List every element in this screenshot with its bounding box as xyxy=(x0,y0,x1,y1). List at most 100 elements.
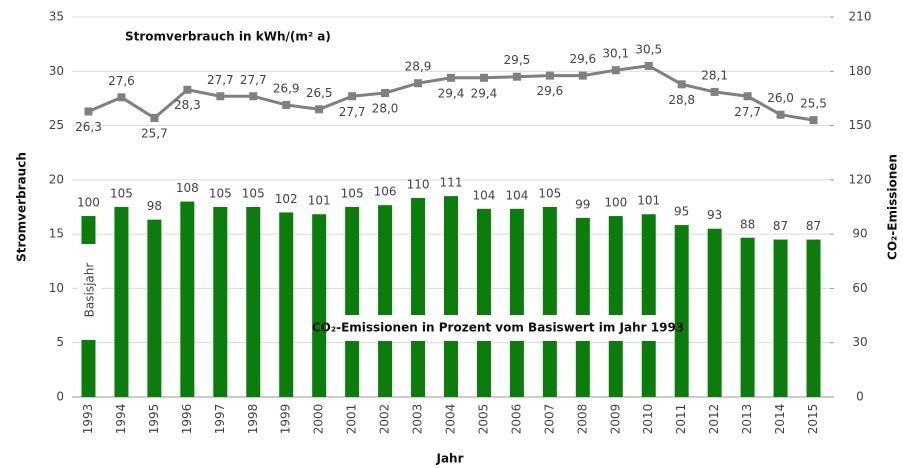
x-tick-label: 1999 xyxy=(279,404,293,435)
marker xyxy=(479,73,488,82)
y-tick-label: 30 xyxy=(49,64,64,78)
x-tick-label: 2011 xyxy=(674,404,688,435)
marker xyxy=(348,92,357,101)
x-tick-label: 2003 xyxy=(411,404,425,435)
label-backdrop xyxy=(78,244,102,340)
point-label: 28,1 xyxy=(701,68,728,82)
bar-label: 105 xyxy=(209,187,232,201)
x-tick-label: 2014 xyxy=(773,404,787,435)
bar-label: 104 xyxy=(505,188,528,202)
y2-axis-label: CO₂-Emissionen xyxy=(886,154,900,260)
marker xyxy=(282,100,291,109)
chart-title: Stromverbrauch in kWh/(m² a) xyxy=(125,30,331,44)
x-tick-label: 1993 xyxy=(81,404,95,435)
point-label: 26,9 xyxy=(273,81,300,95)
bar-label: 105 xyxy=(538,187,561,201)
bar-label: 95 xyxy=(674,205,689,219)
point-label: 26,5 xyxy=(306,86,333,100)
bar xyxy=(773,239,788,397)
bar xyxy=(740,237,755,397)
bar-label: 100 xyxy=(604,196,627,210)
annotation: Basisjahr xyxy=(83,263,97,318)
bar xyxy=(246,207,261,397)
bar-label: 111 xyxy=(440,176,463,190)
x-tick-label: 2009 xyxy=(608,404,622,435)
y2-tick-label: 180 xyxy=(849,64,872,78)
point-label: 28,0 xyxy=(372,102,399,116)
bar xyxy=(707,228,722,397)
x-tick-label: 2006 xyxy=(509,404,523,435)
bar-label: 102 xyxy=(275,192,298,206)
bar xyxy=(180,201,195,397)
x-tick-label: 2004 xyxy=(444,404,458,435)
bar-label: 87 xyxy=(806,219,821,233)
point-label: 29,5 xyxy=(504,53,531,67)
bar-label: 88 xyxy=(740,217,755,231)
x-tick-label: 1994 xyxy=(114,404,128,435)
bar xyxy=(114,207,129,397)
bar xyxy=(147,219,162,397)
bar xyxy=(378,205,393,397)
marker xyxy=(216,92,225,101)
marker xyxy=(743,92,752,101)
marker xyxy=(315,105,324,114)
bar xyxy=(674,225,689,397)
x-tick-label: 1998 xyxy=(246,404,260,435)
point-label: 26,0 xyxy=(767,91,794,105)
bar-label: 99 xyxy=(575,197,590,211)
bar xyxy=(476,208,491,397)
bar-label: 105 xyxy=(242,187,265,201)
point-label: 29,4 xyxy=(471,86,498,100)
point-label: 29,6 xyxy=(569,52,596,66)
x-tick-label: 1997 xyxy=(213,404,227,435)
bar xyxy=(411,197,426,397)
bar xyxy=(806,239,821,397)
x-tick-label: 2013 xyxy=(740,404,754,435)
marker xyxy=(809,116,818,125)
y-tick-label: 5 xyxy=(56,335,64,349)
point-label: 29,6 xyxy=(537,84,564,98)
y2-tick-label: 150 xyxy=(849,118,872,132)
bar-label: 108 xyxy=(176,181,199,195)
x-tick-label: 1996 xyxy=(180,404,194,435)
y-tick-label: 35 xyxy=(49,10,64,24)
y-tick-label: 10 xyxy=(49,281,64,295)
marker xyxy=(150,113,159,122)
bar xyxy=(641,214,656,397)
y-tick-label: 0 xyxy=(56,390,64,404)
bar-label: 100 xyxy=(77,196,100,210)
x-tick-label: 2007 xyxy=(542,404,556,435)
point-label: 27,7 xyxy=(207,73,234,87)
x-tick-label: 2005 xyxy=(476,404,490,435)
point-label: 26,3 xyxy=(75,120,102,134)
marker xyxy=(578,71,587,80)
y2-tick-label: 60 xyxy=(852,281,867,295)
y2-tick-label: 210 xyxy=(849,10,872,24)
y2-tick-label: 120 xyxy=(849,172,872,186)
bar xyxy=(279,212,294,397)
grid: 0 5 10 15 20 25 30 35 0 30 60 90 120 150 180 210 1993 199… xyxy=(49,10,872,435)
x-tick-label: 2001 xyxy=(345,404,359,435)
marker xyxy=(644,61,653,70)
marker xyxy=(183,85,192,94)
x-tick-label: 2012 xyxy=(707,404,721,435)
point-label: 25,7 xyxy=(141,126,168,140)
y-tick-label: 25 xyxy=(49,118,64,132)
point-label: 30,1 xyxy=(602,47,629,61)
x-tick-label: 2010 xyxy=(641,404,655,435)
bar-label: 93 xyxy=(707,208,722,222)
bar-label: 98 xyxy=(147,199,162,213)
y2-tick-label: 30 xyxy=(852,335,867,349)
bar xyxy=(575,217,590,397)
marker xyxy=(776,110,785,119)
bar-label: 104 xyxy=(473,188,496,202)
x-tick-label: 2000 xyxy=(312,404,326,435)
y-tick-label: 20 xyxy=(49,172,64,186)
x-tick-label: 2002 xyxy=(378,404,392,435)
marker xyxy=(84,107,93,116)
bar-label: 101 xyxy=(637,194,660,208)
marks xyxy=(81,196,821,397)
marker xyxy=(381,89,390,97)
